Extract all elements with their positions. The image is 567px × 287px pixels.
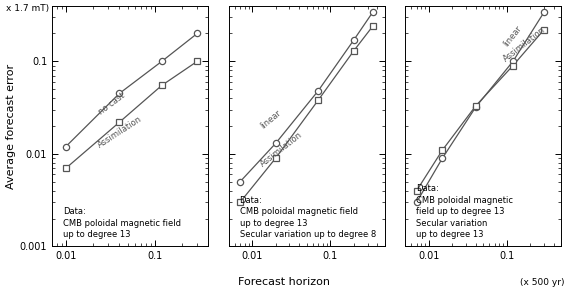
Text: x 1.7 mT): x 1.7 mT) (6, 4, 49, 13)
Text: Assimilation: Assimilation (259, 130, 304, 168)
Text: (x 500 yr): (x 500 yr) (520, 278, 564, 287)
Text: linear: linear (501, 23, 523, 48)
Text: Data:
CMB poloidal magnetic field
up to degree 13: Data: CMB poloidal magnetic field up to … (63, 208, 181, 239)
Y-axis label: Average forecast error: Average forecast error (6, 63, 15, 189)
Text: Forecast horizon: Forecast horizon (238, 277, 329, 287)
Text: Data:
CMB poloidal magnetic
field up to degree 13
Secular variation
up to degree: Data: CMB poloidal magnetic field up to … (416, 185, 513, 239)
Text: linear: linear (259, 108, 282, 130)
Text: Assimilation: Assimilation (96, 115, 144, 150)
Text: no cast: no cast (96, 92, 126, 117)
Text: Data:
CMB poloidal magnetic field
up to degree 13
Secular variation up to degree: Data: CMB poloidal magnetic field up to … (239, 196, 376, 239)
Text: Assimilation: Assimilation (501, 25, 547, 63)
